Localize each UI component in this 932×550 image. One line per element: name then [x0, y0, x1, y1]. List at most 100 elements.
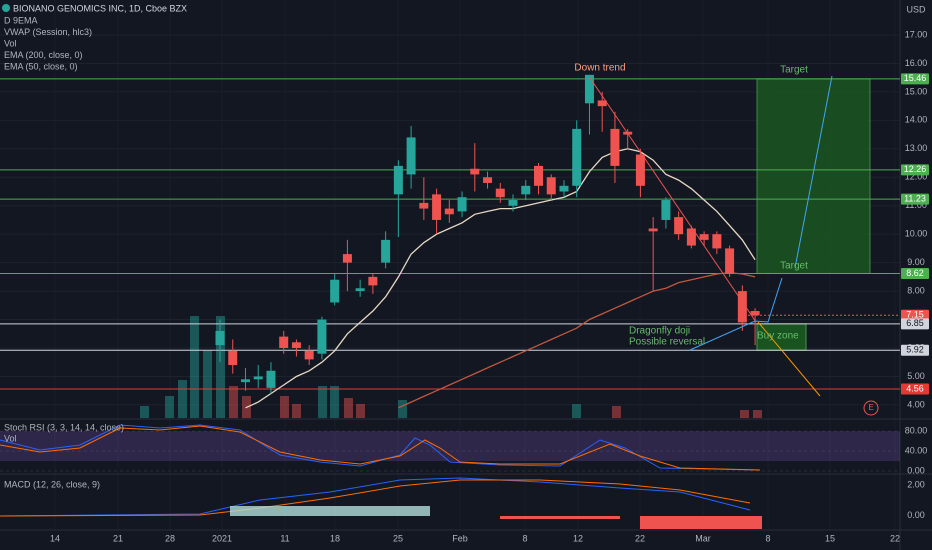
- candle-body: [712, 234, 722, 249]
- labels: 4.005.006.007.008.009.0010.0011.0012.001…: [2, 3, 929, 543]
- y-tick-label: 9.00: [907, 257, 925, 267]
- macd-histogram: [230, 506, 430, 516]
- candle-body: [737, 291, 747, 323]
- candle-body: [610, 128, 620, 166]
- candle-body: [317, 319, 327, 354]
- price-level-tag: [901, 383, 929, 395]
- candle-body: [406, 137, 416, 175]
- annotation: Target: [780, 261, 808, 272]
- annotation: Possible reversal: [629, 337, 705, 348]
- x-tick-label: Mar: [695, 533, 711, 543]
- price-level-label: 6.85: [906, 318, 924, 328]
- price-level-label: 4.56: [906, 383, 924, 393]
- candle-body: [215, 330, 225, 346]
- candle-body: [381, 239, 391, 263]
- y-tick-label: 8.00: [907, 285, 925, 295]
- candle-body: [495, 188, 505, 198]
- y-tick-label: 80.00: [905, 426, 928, 436]
- x-tick-label: 25: [393, 533, 403, 543]
- x-tick-label: 8: [522, 533, 527, 543]
- ema50-line: [398, 271, 756, 409]
- candle-body: [572, 128, 582, 186]
- x-tick-label: 14: [50, 533, 60, 543]
- candle-body: [674, 217, 684, 235]
- candle-body: [291, 342, 301, 349]
- price-level-tag: [901, 309, 929, 321]
- y-tick-label: 10.00: [905, 229, 928, 239]
- candle-body: [470, 168, 480, 175]
- candle-body: [279, 336, 289, 349]
- candle-body: [457, 197, 467, 212]
- candle-body: [584, 74, 594, 104]
- candle-body: [750, 311, 760, 316]
- stoch-band: [0, 431, 900, 462]
- candle-body: [597, 100, 607, 107]
- candle-body: [508, 200, 518, 206]
- macd-histogram: [500, 516, 762, 529]
- projection-line: [689, 277, 783, 351]
- earnings-icon: [863, 400, 879, 416]
- y-tick-label: 2.00: [907, 480, 925, 490]
- stoch-d: [0, 425, 761, 471]
- price-level-tag: [901, 164, 929, 176]
- price-level-label: 8.62: [906, 268, 924, 278]
- price-level-label: 11.23: [904, 194, 926, 204]
- candle-body: [559, 185, 569, 192]
- projection-line: [794, 75, 833, 269]
- candle-body: [419, 202, 429, 209]
- candle-body: [534, 165, 543, 186]
- stoch-title: Stoch RSI (3, 3, 14, 14, close): [4, 422, 124, 432]
- indicator-label: EMA (200, close, 0): [4, 50, 83, 60]
- candle-body: [432, 194, 442, 220]
- candle-body: [393, 165, 403, 195]
- price-level-label: 12.26: [904, 164, 927, 174]
- candle-body: [304, 350, 314, 360]
- indicator-label: D 9EMA: [4, 15, 38, 25]
- x-tick-label: 8: [765, 533, 770, 543]
- candle-body: [521, 185, 531, 195]
- macd-title: MACD (12, 26, close, 9): [4, 479, 100, 489]
- candle-body: [686, 228, 696, 246]
- candle-body: [444, 208, 454, 215]
- x-tick-label: 22: [635, 533, 645, 543]
- candle-body: [228, 350, 238, 366]
- symbol-icon: [2, 4, 10, 12]
- indicator-label: EMA (50, close, 0): [4, 61, 78, 71]
- x-tick-label: 22: [890, 533, 900, 543]
- y-tick-label: 14.00: [905, 115, 928, 125]
- candle-body: [661, 200, 671, 220]
- candle-body: [240, 379, 250, 383]
- y-tick-label: 0.00: [907, 465, 925, 475]
- indicator-label: Vol: [4, 38, 17, 48]
- grid: [0, 34, 900, 472]
- price-level-tag: [901, 344, 929, 356]
- candle-body: [342, 254, 352, 263]
- stoch-sub: Vol: [4, 433, 17, 443]
- bearish-line: [757, 321, 821, 397]
- annotation: Target: [780, 65, 808, 76]
- price-level-label: 7.15: [906, 310, 924, 320]
- x-tick-label: 2021: [212, 533, 232, 543]
- x-tick-label: Feb: [452, 533, 468, 543]
- price-level-tag: [901, 193, 929, 205]
- levels: [0, 78, 900, 390]
- price-level-tag: [901, 73, 929, 85]
- chart-title: BIONANO GENOMICS INC, 1D, Cboe BZX: [13, 3, 187, 13]
- y-tick-label: 5.00: [907, 371, 925, 381]
- price-level-label: 5.92: [906, 345, 924, 355]
- volume-bars: [140, 316, 581, 418]
- candle-body: [635, 154, 645, 186]
- indicator-label: VWAP (Session, hlc3): [4, 27, 92, 37]
- x-tick-label: 21: [113, 533, 123, 543]
- candle-body: [546, 177, 556, 195]
- y-tick-label: 17.00: [905, 29, 928, 39]
- x-tick-label: 11: [280, 533, 289, 543]
- candle-body: [648, 228, 658, 232]
- buy-zone: [756, 323, 807, 351]
- price-level-label: 15.46: [904, 73, 927, 83]
- y-tick-label: 11.00: [905, 200, 927, 210]
- candle-body: [266, 370, 276, 388]
- annotation: Buy zone: [757, 331, 799, 342]
- candle-body: [253, 376, 263, 380]
